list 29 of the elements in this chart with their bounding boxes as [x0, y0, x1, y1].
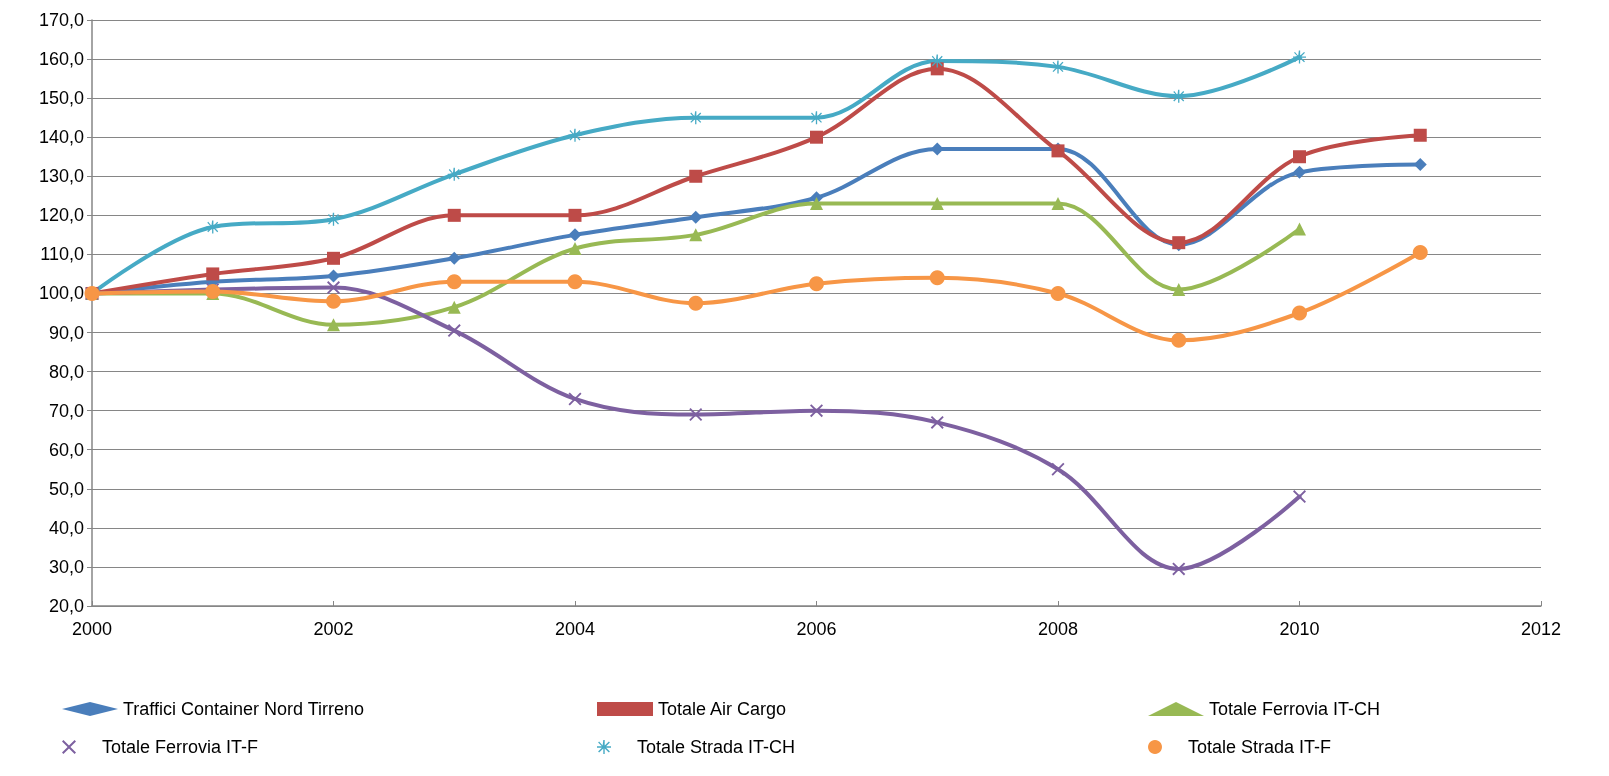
y-tick-label: 90,0	[48, 322, 84, 343]
legend-label: Totale Ferrovia IT-F	[102, 737, 259, 757]
y-tick-label: 120,0	[38, 205, 84, 226]
y-tick-label: 40,0	[48, 517, 84, 538]
y-tick-label: 70,0	[48, 400, 84, 421]
legend-label: Traffici Container Nord Tirreno	[123, 699, 365, 719]
y-tick-label: 160,0	[38, 49, 84, 70]
x-tick-label: 2012	[1520, 619, 1562, 639]
x-tick-label: 2008	[1037, 619, 1079, 639]
y-tick-label: 80,0	[48, 361, 84, 382]
y-tick-label: 140,0	[38, 127, 84, 148]
x-tick-label: 2006	[796, 619, 837, 639]
y-tick-label: 50,0	[48, 478, 84, 499]
y-tick-label: 170,0	[38, 10, 84, 30]
y-tick-label: 20,0	[48, 596, 84, 616]
y-tick-label: 100,0	[38, 283, 84, 304]
y-tick-label: 30,0	[48, 556, 84, 577]
legend-label: Totale Ferrovia IT-CH	[1209, 699, 1381, 719]
y-tick-label: 150,0	[38, 88, 84, 109]
x-tick-label: 2004	[554, 619, 596, 639]
x-tick-label: 2010	[1279, 619, 1320, 639]
y-tick-label: 110,0	[40, 244, 84, 265]
legend-label: Totale Strada IT-CH	[637, 737, 796, 757]
legend-label: Totale Strada IT-F	[1188, 737, 1332, 757]
y-tick-label: 130,0	[38, 166, 84, 187]
x-tick-label: 2002	[313, 619, 354, 639]
x-tick-label: 2000	[71, 619, 113, 639]
y-tick-label: 60,0	[48, 439, 84, 460]
legend-label: Totale Air Cargo	[658, 699, 787, 719]
